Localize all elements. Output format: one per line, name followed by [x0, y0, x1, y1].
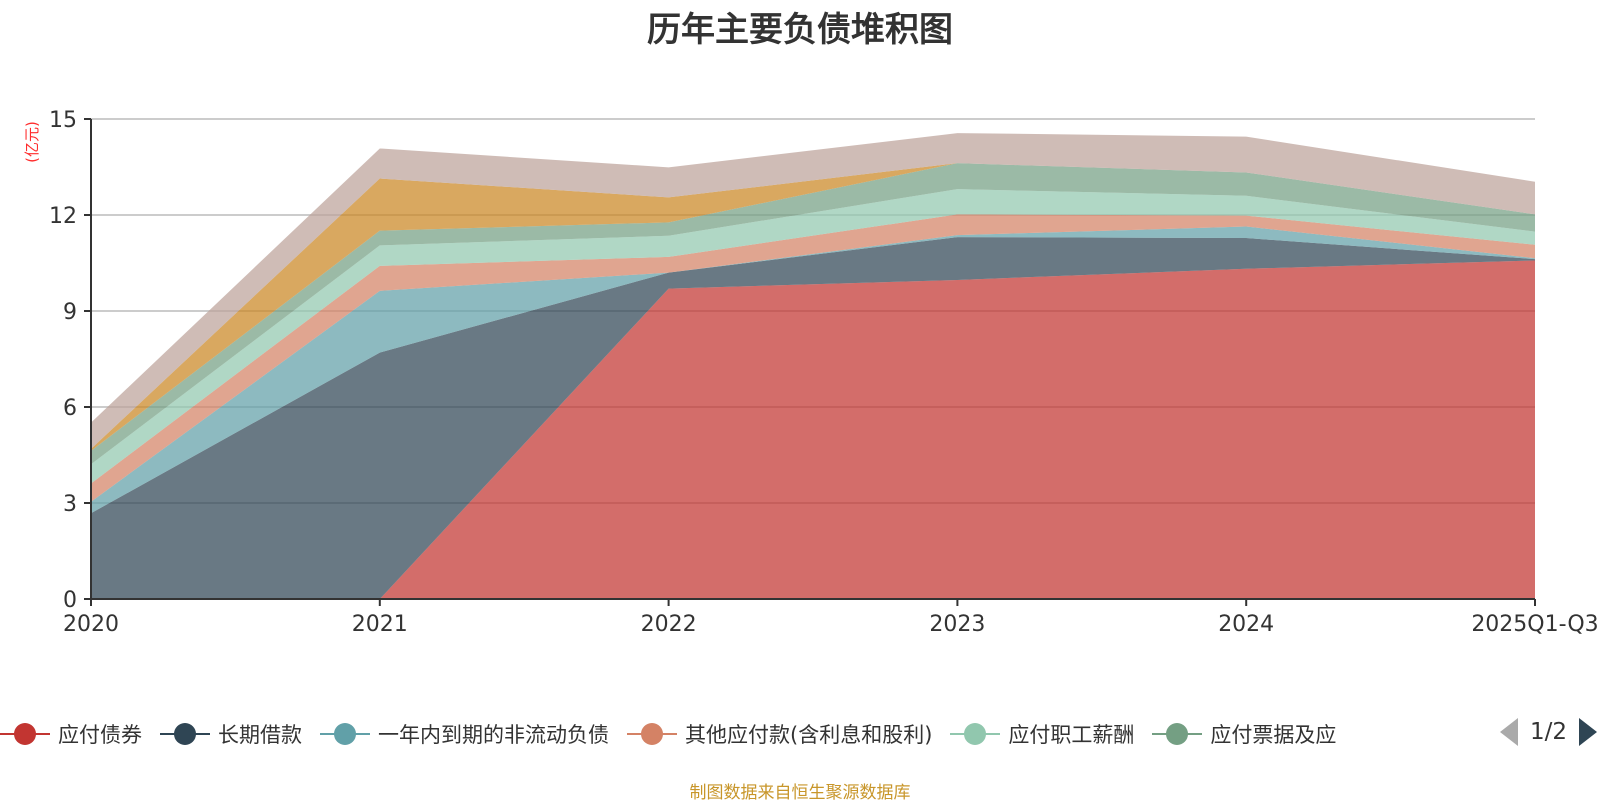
x-tick-label: 2022	[641, 612, 697, 637]
legend-item[interactable]: 其他应付款(含利息和股利)	[627, 719, 932, 749]
legend-marker-icon	[320, 722, 370, 746]
y-tick-label: 3	[63, 492, 77, 517]
y-tick-label: 6	[63, 396, 77, 421]
x-tick-label: 2020	[63, 612, 119, 637]
legend-prev-page-icon[interactable]	[1500, 718, 1518, 746]
area-series-7[interactable]	[91, 133, 1535, 449]
area-series-1[interactable]	[91, 237, 1535, 599]
area-series-4[interactable]	[91, 189, 1535, 484]
area-series-5[interactable]	[91, 163, 1535, 465]
area-series	[91, 133, 1535, 599]
x-tick-label: 2025Q1-Q3	[1471, 612, 1598, 637]
legend-item[interactable]: 应付票据及应	[1152, 719, 1346, 749]
legend-label: 一年内到期的非流动负债	[378, 723, 609, 747]
y-tick-label: 12	[49, 204, 77, 229]
stacked-area-chart: 0 3 6 9 12 15 2020 2021 2022 2023 2024 2025Q1-Q3 (亿…	[23, 108, 1599, 637]
legend-label: 其他应付款(含利息和股利)	[685, 723, 933, 747]
legend-label: 应付职工薪酬	[1008, 723, 1135, 747]
chart-title: 历年主要负债堆积图	[647, 10, 953, 50]
data-source-note: 制图数据来自恒生聚源数据库	[689, 783, 911, 803]
y-tick-label: 15	[49, 108, 77, 133]
legend-next-page-icon[interactable]	[1579, 718, 1598, 746]
legend-marker-icon	[1152, 722, 1203, 746]
x-tick-label: 2024	[1218, 612, 1274, 637]
legend-marker-icon	[0, 722, 50, 746]
legend: 应付债券 长期借款 一年内到期的非流动负债 其他应付款(含利息和股利) 应付职工薪酬 应付…	[0, 716, 1364, 752]
legend-item[interactable]: 长期借款	[160, 719, 302, 749]
legend-marker-icon	[627, 722, 677, 746]
legend-label: 长期借款	[218, 723, 302, 747]
legend-item[interactable]: 一年内到期的非流动负债	[320, 719, 609, 749]
legend-marker-icon	[160, 722, 210, 746]
legend-pager: 1/2	[1500, 718, 1598, 746]
legend-label: 应付债券	[58, 723, 142, 747]
legend-page-indicator: 1/2	[1530, 719, 1568, 745]
legend-marker-icon	[950, 722, 1001, 746]
legend-item[interactable]: 应付债券	[0, 719, 142, 749]
legend-item[interactable]: 应付职工薪酬	[950, 719, 1134, 749]
area-series-3[interactable]	[91, 214, 1535, 502]
y-axis-unit: (亿元)	[23, 121, 41, 163]
area-series-0[interactable]	[379, 260, 1535, 599]
y-tick-label: 9	[63, 300, 77, 325]
y-tick-label: 0	[63, 588, 77, 613]
x-tick-label: 2021	[352, 612, 408, 637]
x-tick-label: 2023	[929, 612, 985, 637]
area-series-2[interactable]	[91, 226, 1535, 514]
legend-label: 应付票据及应	[1210, 723, 1337, 747]
axes: 0 3 6 9 12 15 2020 2021 2022 2023 2024 2025Q1-Q3	[49, 108, 1599, 637]
